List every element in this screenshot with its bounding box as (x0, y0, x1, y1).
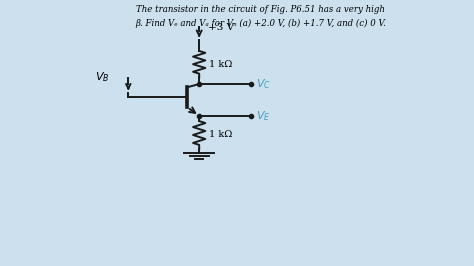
Text: $V_C$: $V_C$ (256, 77, 271, 91)
Text: β. Find Vₑ and Vₐ for Vₙ (a) +2.0 V, (b) +1.7 V, and (c) 0 V.: β. Find Vₑ and Vₐ for Vₙ (a) +2.0 V, (b)… (135, 19, 386, 28)
Text: $V_E$: $V_E$ (256, 109, 270, 123)
Text: 1 kΩ: 1 kΩ (209, 130, 232, 139)
Text: 1 kΩ: 1 kΩ (209, 60, 232, 69)
Text: $V_B$: $V_B$ (95, 70, 109, 84)
Text: +3 V: +3 V (208, 23, 234, 32)
Text: The transistor in the circuit of Fig. P6.51 has a very high: The transistor in the circuit of Fig. P6… (136, 6, 385, 14)
